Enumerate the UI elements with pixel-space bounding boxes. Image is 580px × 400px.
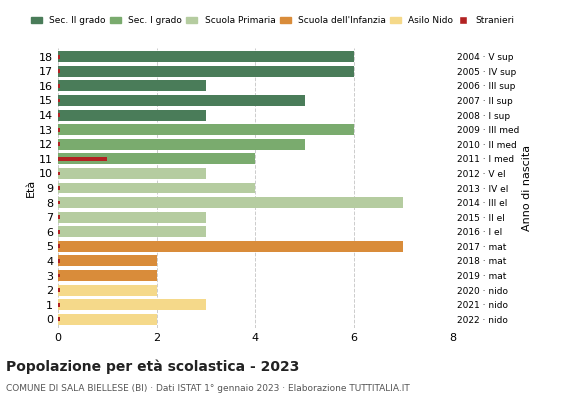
Bar <box>58 153 255 164</box>
Bar <box>58 139 304 150</box>
Bar <box>58 288 60 292</box>
Bar <box>58 70 60 73</box>
Bar <box>58 212 206 223</box>
Bar <box>58 157 107 161</box>
Bar <box>58 197 403 208</box>
Bar <box>58 244 60 248</box>
Bar <box>58 215 60 219</box>
Bar <box>58 172 60 175</box>
Bar <box>58 55 60 59</box>
Legend: Sec. II grado, Sec. I grado, Scuola Primaria, Scuola dell'Infanzia, Asilo Nido, : Sec. II grado, Sec. I grado, Scuola Prim… <box>31 16 515 25</box>
Bar <box>58 317 60 321</box>
Bar <box>58 285 157 296</box>
Bar <box>58 274 60 278</box>
Bar <box>58 182 255 194</box>
Bar <box>58 226 206 237</box>
Bar <box>58 113 60 117</box>
Bar <box>58 259 60 263</box>
Bar <box>58 110 206 120</box>
Bar <box>58 98 60 102</box>
Text: COMUNE DI SALA BIELLESE (BI) · Dati ISTAT 1° gennaio 2023 · Elaborazione TUTTITA: COMUNE DI SALA BIELLESE (BI) · Dati ISTA… <box>6 384 409 393</box>
Bar <box>58 84 60 88</box>
Bar <box>58 299 206 310</box>
Text: Popolazione per età scolastica - 2023: Popolazione per età scolastica - 2023 <box>6 360 299 374</box>
Bar <box>58 230 60 234</box>
Bar <box>58 80 206 91</box>
Bar <box>58 128 60 132</box>
Bar <box>58 124 354 135</box>
Bar <box>58 51 354 62</box>
Y-axis label: Età: Età <box>26 179 36 197</box>
Y-axis label: Anno di nascita: Anno di nascita <box>523 145 532 231</box>
Bar <box>58 186 60 190</box>
Bar <box>58 142 60 146</box>
Bar <box>58 66 354 77</box>
Bar <box>58 270 157 281</box>
Bar <box>58 303 60 306</box>
Bar <box>58 95 304 106</box>
Bar <box>58 314 157 325</box>
Bar <box>58 241 403 252</box>
Bar <box>58 201 60 204</box>
Bar <box>58 256 157 266</box>
Bar <box>58 168 206 179</box>
